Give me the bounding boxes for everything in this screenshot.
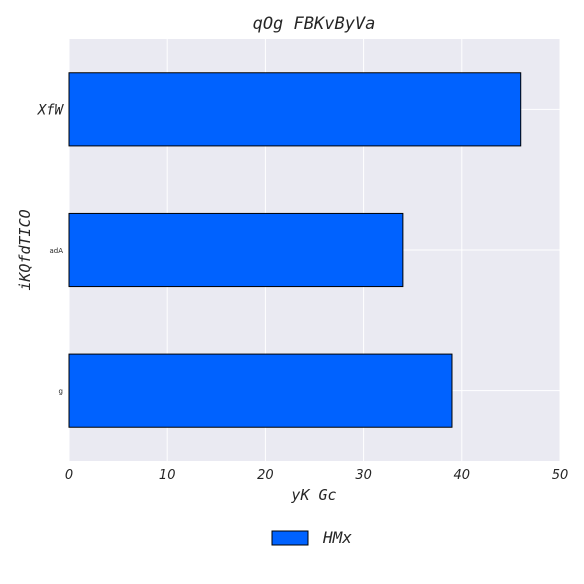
- bar-adA: [69, 213, 403, 286]
- legend-swatch: [272, 531, 308, 545]
- y-axis-label: iKQfdTICO: [16, 209, 34, 290]
- x-tick-label: 30: [355, 468, 372, 483]
- legend: HMx: [272, 528, 352, 547]
- x-tick-label: 10: [159, 468, 176, 483]
- y-tick-label: g: [59, 388, 63, 396]
- bar-g: [69, 354, 452, 427]
- bar-XfW: [69, 73, 521, 146]
- y-tick-label: adA: [49, 247, 63, 255]
- y-tick-labels: XfW adA g: [37, 102, 65, 395]
- y-tick-label: XfW: [37, 102, 65, 118]
- x-tick-label: 20: [257, 468, 274, 483]
- x-tick-label: 50: [552, 468, 569, 483]
- legend-label: HMx: [322, 528, 352, 547]
- x-axis-label: yK Gc: [290, 486, 336, 504]
- x-tick-label: 40: [454, 468, 471, 483]
- x-tick-label: 0: [65, 468, 73, 483]
- chart-title: qOg FBKvByVa: [253, 14, 376, 34]
- x-tick-labels: 0 10 20 30 40 50: [65, 468, 568, 483]
